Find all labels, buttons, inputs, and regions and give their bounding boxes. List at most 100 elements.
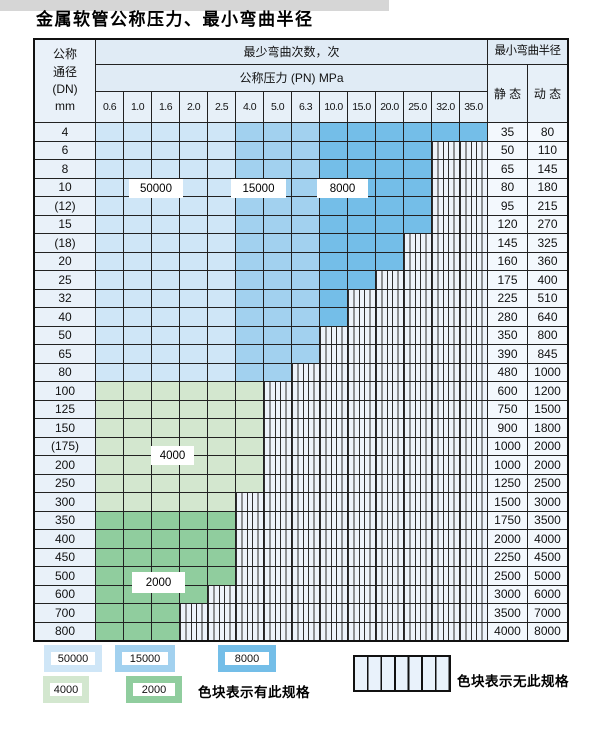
pressure-cell	[180, 345, 207, 363]
pressure-cell	[236, 326, 263, 344]
pressure-cell	[208, 197, 235, 215]
pressure-cell	[264, 234, 291, 252]
legend-swatch-8000: 8000	[218, 645, 276, 672]
pressure-cell	[348, 493, 375, 511]
pressure-cell	[264, 530, 291, 548]
legend-swatch-50000: 50000	[44, 645, 102, 672]
pressure-cell	[208, 123, 235, 141]
pressure-cell	[180, 567, 207, 585]
pressure-cell	[180, 289, 207, 307]
pressure-cell	[96, 234, 123, 252]
pressure-cell	[208, 567, 235, 585]
pressure-cell	[404, 493, 431, 511]
pressure-cell	[124, 252, 151, 270]
pressure-cell	[236, 123, 263, 141]
dn-header-line: 公称	[52, 47, 77, 62]
dn-cell: 20	[35, 252, 95, 270]
pressure-cell	[208, 585, 235, 603]
pressure-cell	[404, 141, 431, 159]
pressure-cell	[348, 141, 375, 159]
dn-cell: 32	[35, 289, 95, 307]
pressure-cell	[208, 604, 235, 622]
legend-swatch-label: 8000	[234, 652, 260, 665]
pressure-cell	[208, 289, 235, 307]
pressure-cell	[376, 160, 403, 178]
legend-swatch-label: 15000	[129, 652, 161, 665]
pressure-cell	[180, 493, 207, 511]
pressure-cell	[348, 456, 375, 474]
pressure-cell	[264, 604, 291, 622]
pressure-cell	[460, 530, 487, 548]
dn-cell: 800	[35, 622, 95, 640]
cycles-label-2000: 2000	[132, 572, 185, 593]
pressure-cell	[404, 160, 431, 178]
pressure-cell	[152, 215, 179, 233]
cycles-label-15000: 15000	[231, 179, 286, 198]
pressure-cell	[432, 363, 459, 381]
pressure-cell	[404, 363, 431, 381]
pressure-cell	[376, 308, 403, 326]
pressure-cell	[96, 548, 123, 566]
cycles-label-8000: 8000	[317, 179, 368, 198]
pressure-cell	[208, 456, 235, 474]
pressure-cell	[124, 141, 151, 159]
pressure-cell	[292, 456, 319, 474]
pressure-cell	[292, 622, 319, 640]
dynamic-radius-cell: 110	[528, 141, 567, 159]
dn-cell: 450	[35, 548, 95, 566]
pressure-cell	[152, 419, 179, 437]
pressure-cell	[320, 197, 347, 215]
pressure-cell	[180, 511, 207, 529]
pressure-cell	[96, 141, 123, 159]
pressure-tick-header: 32.0	[432, 92, 459, 122]
pressure-cell	[404, 197, 431, 215]
pressure-cell	[404, 530, 431, 548]
pressure-tick-header: 0.6	[96, 92, 123, 122]
pressure-cell	[348, 215, 375, 233]
bend-cycles-header: 最少弯曲次数，次	[96, 40, 487, 64]
pressure-cell	[96, 215, 123, 233]
pressure-cell	[264, 382, 291, 400]
pressure-cell	[152, 326, 179, 344]
pressure-cell	[320, 234, 347, 252]
pressure-cell	[404, 604, 431, 622]
pressure-cell	[460, 511, 487, 529]
pressure-cell	[152, 252, 179, 270]
pressure-cell	[404, 252, 431, 270]
pressure-cell	[292, 493, 319, 511]
pressure-cell	[124, 345, 151, 363]
pressure-cell	[404, 308, 431, 326]
pressure-cell	[432, 382, 459, 400]
pressure-cell	[460, 456, 487, 474]
pressure-cell	[208, 548, 235, 566]
pressure-cell	[152, 197, 179, 215]
pressure-cell	[236, 289, 263, 307]
pressure-cell	[180, 419, 207, 437]
scan-artifact-strip	[0, 0, 389, 11]
pressure-cell	[404, 548, 431, 566]
pressure-cell	[292, 289, 319, 307]
legend-swatch-4000: 4000	[43, 676, 89, 703]
dn-cell: 100	[35, 382, 95, 400]
pressure-cell	[264, 548, 291, 566]
pressure-cell	[292, 437, 319, 455]
pressure-cell	[376, 585, 403, 603]
pressure-cell	[348, 326, 375, 344]
pressure-cell	[432, 437, 459, 455]
pressure-cell	[348, 622, 375, 640]
pressure-cell	[264, 493, 291, 511]
pressure-cell	[432, 400, 459, 418]
pressure-cell	[320, 326, 347, 344]
dynamic-radius-cell: 800	[528, 326, 567, 344]
pressure-cell	[264, 141, 291, 159]
dn-cell: 200	[35, 456, 95, 474]
pressure-cell	[292, 511, 319, 529]
pressure-cell	[432, 326, 459, 344]
pressure-cell	[236, 215, 263, 233]
pressure-cell	[180, 622, 207, 640]
dynamic-radius-cell: 80	[528, 123, 567, 141]
pressure-cell	[376, 567, 403, 585]
pressure-cell	[124, 604, 151, 622]
pressure-cell	[348, 548, 375, 566]
pressure-cell	[460, 252, 487, 270]
